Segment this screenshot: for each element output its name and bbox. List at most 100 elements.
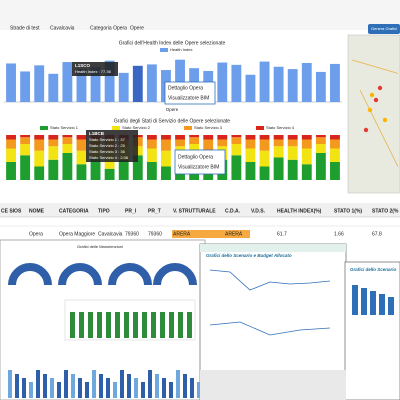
legend-swatch <box>112 126 120 130</box>
stack-segment <box>203 139 214 151</box>
tooltip-line: Stato Servizio 1 : 37 <box>89 137 126 142</box>
stack-segment <box>330 135 340 140</box>
mini-bar <box>361 288 367 315</box>
middle-panel-title: Grafici dello Scenario e Budget Allocato <box>206 253 292 258</box>
cell-highlight <box>172 230 250 238</box>
nav-item[interactable]: Categoria Opera <box>90 25 127 31</box>
stack-segment <box>315 144 326 153</box>
map-marker[interactable] <box>367 107 373 113</box>
stack-segment <box>287 139 298 147</box>
mini-bar <box>141 382 145 398</box>
stack-segment <box>161 150 171 167</box>
stack-segment <box>132 155 143 180</box>
bar <box>315 71 326 102</box>
gauge <box>108 263 152 286</box>
stack-segment <box>330 139 340 149</box>
stack-segment <box>231 137 242 144</box>
stack-segment <box>76 164 87 180</box>
stack-segment <box>301 139 312 149</box>
stack-segment <box>273 157 284 180</box>
mini-bar <box>187 312 192 338</box>
map[interactable] <box>347 34 400 194</box>
mini-bar <box>85 382 89 398</box>
stack-segment <box>315 153 326 180</box>
gauge <box>8 263 52 286</box>
stack-segment <box>62 137 73 144</box>
mini-bar <box>155 374 159 398</box>
stack-segment <box>245 135 256 140</box>
stack-segment <box>245 162 256 180</box>
mini-bar <box>106 312 111 338</box>
map-road <box>359 89 399 167</box>
legend-label: Stato Servizio 3 <box>194 125 223 130</box>
tooltip-line: Stato Servizio 4 : 2.06 <box>89 155 129 160</box>
map-marker[interactable] <box>363 127 369 133</box>
stack-segment <box>146 162 157 180</box>
stack-segment <box>48 139 59 147</box>
bar <box>76 69 87 102</box>
stack-segment <box>259 135 270 140</box>
table-cell: Opera <box>29 231 43 237</box>
nav-item[interactable]: Strade di test <box>10 25 40 31</box>
popup-item[interactable]: Visualizzatore BIM <box>178 164 219 170</box>
middle-panel-header <box>200 244 346 252</box>
mini-bar <box>29 382 33 398</box>
tooltip-line: Stato Servizio 3 : 36 <box>89 149 126 154</box>
stack-segment <box>34 166 45 180</box>
popup[interactable] <box>174 149 226 175</box>
bar <box>175 59 185 102</box>
stack-segment <box>62 153 73 180</box>
mini-bar <box>151 312 156 338</box>
legend-label: Stato Servizio 4 <box>266 125 295 130</box>
stack-segment <box>146 139 157 149</box>
stack-segment <box>48 159 59 180</box>
stack-segment <box>287 146 298 160</box>
x-axis-label: Opere <box>166 107 179 112</box>
nav-item[interactable]: Opere <box>130 25 144 31</box>
popup-item[interactable]: Dettaglio Opera <box>178 154 213 160</box>
stack-segment <box>315 135 326 138</box>
stack-segment <box>175 139 185 147</box>
table-cell: ARERA <box>225 231 243 237</box>
mini-bar <box>57 382 61 398</box>
table-cell: 79360 <box>148 231 162 237</box>
mini-bar <box>64 370 68 398</box>
stack-segment <box>245 148 256 162</box>
mini-bar <box>43 374 47 398</box>
legend-label: Health Index <box>170 47 192 52</box>
mini-bar <box>8 370 12 398</box>
popup-item[interactable]: Dettaglio Opera <box>168 85 203 91</box>
tooltip-title: L1SCO <box>75 63 91 68</box>
gauge <box>153 263 197 286</box>
mini-bar <box>379 294 385 315</box>
stack-segment <box>330 148 340 162</box>
nav-item[interactable]: Cavalcavia <box>50 25 75 31</box>
mini-bar <box>88 312 93 338</box>
bar <box>245 74 256 102</box>
map-marker[interactable] <box>373 97 379 103</box>
table-cell: 61.7 <box>277 231 287 237</box>
stack-segment <box>231 135 242 138</box>
stack-segment <box>287 135 298 140</box>
popup[interactable] <box>164 81 216 105</box>
stack-segment <box>76 139 87 151</box>
stack-segment <box>6 139 16 149</box>
map-marker[interactable] <box>369 92 375 98</box>
table-header: PR_T <box>148 208 161 214</box>
stack-segment <box>6 135 16 140</box>
map-marker[interactable] <box>382 117 388 123</box>
stack-segment <box>175 135 185 140</box>
mini-bar <box>92 370 96 398</box>
legend-swatch <box>40 126 48 130</box>
generate-button[interactable] <box>368 24 400 34</box>
stack-segment <box>273 146 284 158</box>
legend-label: Stato Servizio 1 <box>50 125 79 130</box>
mini-bar <box>36 370 40 398</box>
mini-bar <box>370 291 376 315</box>
bar <box>20 71 31 102</box>
map-marker[interactable] <box>377 85 383 91</box>
generate-button-label[interactable]: Genera Grafici <box>371 26 397 31</box>
popup-item[interactable]: Visualizzatore BIM <box>168 95 209 101</box>
bar <box>273 66 284 102</box>
mini-bar <box>183 374 187 398</box>
